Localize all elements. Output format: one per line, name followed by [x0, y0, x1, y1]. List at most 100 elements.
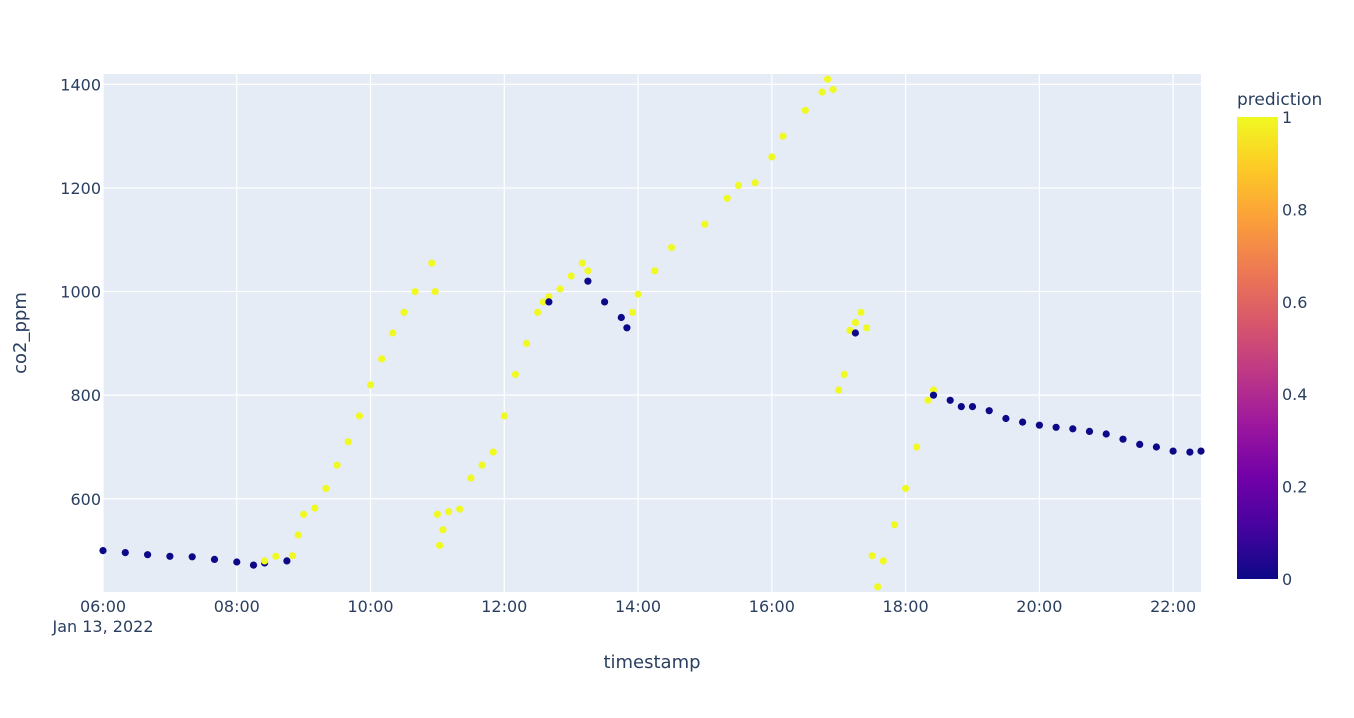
- data-point: [1119, 435, 1127, 443]
- data-point: [628, 308, 637, 316]
- data-point: [400, 308, 408, 316]
- data-point: [651, 267, 659, 275]
- data-point: [439, 526, 447, 534]
- data-point: [489, 448, 497, 456]
- data-point: [378, 355, 386, 363]
- data-point: [868, 552, 876, 560]
- colorbar-title: prediction: [1237, 90, 1322, 110]
- data-point: [344, 438, 352, 446]
- data-point: [1069, 425, 1077, 433]
- data-point: [333, 461, 341, 469]
- data-point: [1085, 427, 1094, 435]
- y-axis-title: co2_ppm: [10, 292, 31, 374]
- colorbar-gradient: [1237, 117, 1278, 579]
- y-tick-label: 1200: [60, 179, 101, 198]
- data-point: [389, 329, 397, 337]
- data-point: [946, 396, 954, 404]
- x-tick-label: 22:00: [1150, 597, 1196, 616]
- y-tick-label: 800: [70, 386, 101, 405]
- data-point: [929, 386, 938, 394]
- data-point: [210, 555, 219, 564]
- data-point: [99, 547, 107, 555]
- data-point: [846, 326, 854, 334]
- data-point: [1052, 423, 1060, 431]
- data-point: [433, 510, 441, 518]
- x-tick-label: 06:00: [80, 597, 126, 616]
- data-point: [311, 504, 319, 512]
- data-point: [617, 313, 625, 322]
- data-point: [1186, 448, 1194, 456]
- data-point: [734, 181, 743, 189]
- data-point: [366, 381, 375, 389]
- data-point: [523, 339, 531, 347]
- colorbar-tick-label: 1: [1282, 108, 1292, 127]
- data-point: [288, 552, 297, 560]
- x-axis-title: timestamp: [603, 652, 700, 673]
- data-point: [1102, 430, 1110, 438]
- data-point: [623, 324, 631, 332]
- data-points: [99, 75, 1205, 591]
- data-point: [1197, 447, 1205, 455]
- data-point: [1035, 421, 1043, 429]
- colorbar-ticks: 0 0.2 0.4 0.6 0.8 1: [1282, 108, 1307, 589]
- data-point: [768, 153, 776, 161]
- data-point: [801, 106, 809, 114]
- data-point: [545, 298, 553, 306]
- data-point: [779, 132, 787, 140]
- data-point: [1169, 447, 1177, 455]
- data-point: [1136, 440, 1144, 448]
- data-point: [478, 461, 486, 469]
- data-point: [863, 324, 871, 332]
- x-tick-label: 16:00: [749, 597, 795, 616]
- plot-area: [103, 74, 1201, 592]
- data-point: [634, 290, 642, 298]
- data-point: [166, 552, 174, 560]
- x-axis-ticks: 06:00 08:00 10:00 12:00 14:00 16:00 18:00 20:00…: [80, 597, 1196, 616]
- data-point: [467, 474, 475, 482]
- data-point: [188, 553, 196, 561]
- data-point: [411, 288, 419, 296]
- data-point: [913, 443, 921, 451]
- data-point: [436, 541, 444, 550]
- data-point: [701, 220, 709, 228]
- data-point: [723, 194, 731, 202]
- data-point: [456, 505, 464, 513]
- y-tick-label: 1000: [60, 283, 101, 302]
- y-tick-label: 600: [70, 490, 101, 509]
- data-point: [840, 370, 848, 378]
- data-point: [851, 319, 860, 327]
- data-point: [322, 484, 330, 492]
- x-tick-label: 20:00: [1016, 597, 1062, 616]
- data-point: [584, 267, 592, 275]
- data-point: [534, 308, 542, 316]
- data-point: [294, 531, 302, 539]
- data-point: [578, 259, 586, 267]
- x-tick-label: 10:00: [347, 597, 393, 616]
- y-axis-ticks: 600 800 1000 1200 1400: [60, 75, 101, 508]
- data-point: [249, 561, 258, 569]
- colorbar: prediction 0 0.2 0.4 0.6 0.8 1: [1237, 90, 1322, 589]
- colorbar-tick-label: 0.6: [1282, 293, 1307, 312]
- data-point: [601, 298, 609, 306]
- data-point: [272, 552, 280, 560]
- data-point: [667, 243, 676, 252]
- data-point: [567, 272, 575, 280]
- data-point: [902, 484, 910, 492]
- data-point: [751, 179, 759, 187]
- data-point: [924, 396, 932, 404]
- data-point: [283, 557, 291, 565]
- data-point: [957, 403, 965, 411]
- data-point: [818, 88, 826, 96]
- x-tick-label: 12:00: [481, 597, 527, 616]
- data-point: [1019, 418, 1027, 426]
- data-point: [835, 386, 843, 394]
- data-point: [584, 277, 592, 285]
- data-point: [879, 557, 887, 565]
- data-point: [829, 85, 837, 94]
- x-tick-label: 14:00: [615, 597, 661, 616]
- data-point: [431, 288, 439, 296]
- data-point: [445, 508, 453, 516]
- data-point: [121, 549, 129, 557]
- data-point: [1002, 414, 1010, 423]
